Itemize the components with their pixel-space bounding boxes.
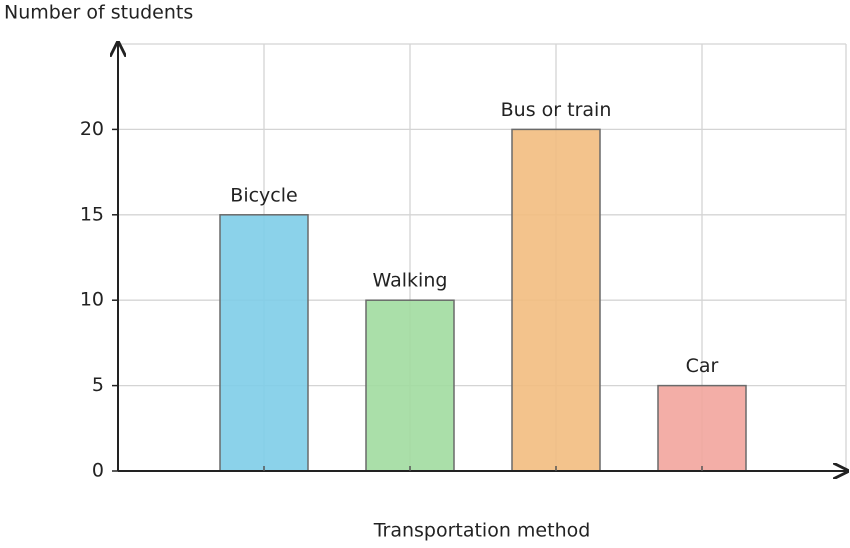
bar-category-label: Bicycle [230, 184, 297, 206]
y-axis-label: Number of students [4, 2, 193, 24]
bar [365, 299, 455, 472]
y-tick-label: 10 [80, 289, 104, 311]
y-tick-label: 0 [92, 460, 104, 482]
bar-category-label: Bus or train [501, 99, 612, 121]
y-tick-label: 5 [92, 374, 104, 396]
bar [511, 128, 601, 472]
y-tick-label: 15 [80, 203, 104, 225]
bar [219, 214, 309, 472]
x-axis-label: Transportation method [373, 520, 591, 542]
bars [219, 128, 747, 472]
bar [657, 384, 747, 472]
bar-category-label: Walking [373, 270, 448, 292]
y-tick-label: 20 [80, 118, 104, 140]
bar-category-label: Car [686, 355, 719, 377]
